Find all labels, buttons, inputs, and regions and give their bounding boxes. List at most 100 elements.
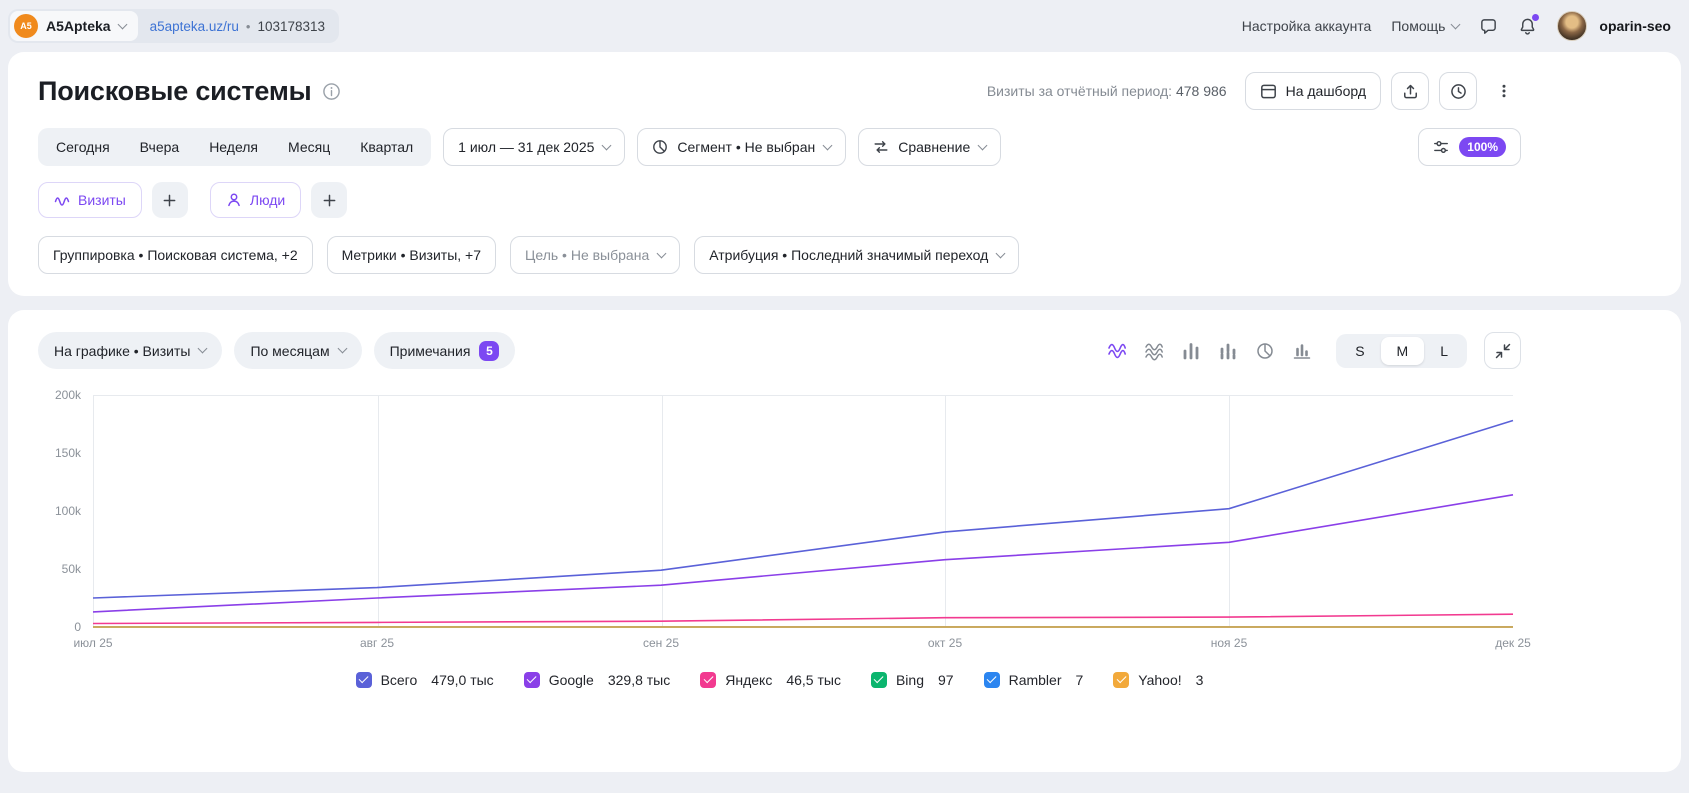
legend-label: Bing [896, 672, 924, 688]
site-url-link[interactable]: a5apteka.uz/ru [150, 19, 239, 34]
metric-tag-label: Люди [250, 192, 285, 208]
metric-tag-label: Визиты [78, 192, 126, 208]
metric-tag-people[interactable]: Люди [210, 182, 301, 218]
visits-period-value: 478 986 [1176, 83, 1227, 99]
visits-period-text: Визиты за отчётный период: 478 986 [987, 83, 1227, 99]
granularity-dropdown[interactable]: По месяцам [234, 332, 361, 369]
page-title: Поисковые системы [38, 76, 311, 107]
more-menu-button[interactable] [1487, 72, 1521, 110]
legend-value: 329,8 тыс [608, 672, 670, 688]
legend-checkbox[interactable] [984, 672, 1000, 688]
chart-line-Всего [93, 421, 1513, 599]
counter-name: A5Apteka [46, 18, 111, 34]
account-settings-link[interactable]: Настройка аккаунта [1242, 18, 1372, 34]
comparison-button[interactable]: Сравнение [858, 128, 1001, 166]
legend-item-total[interactable]: Всего 479,0 тыс [356, 672, 494, 688]
separator-dot: • [246, 19, 251, 34]
notifications-bell-icon[interactable] [1518, 17, 1537, 36]
plus-icon [162, 193, 177, 208]
size-option-s[interactable]: S [1339, 337, 1380, 365]
on-chart-label: На графике • Визиты [54, 343, 190, 359]
legend-checkbox[interactable] [1113, 672, 1129, 688]
chart-type-toolbar: S M L [1102, 332, 1521, 369]
chart-lines-svg [93, 395, 1513, 627]
legend-value: 7 [1075, 672, 1083, 688]
tab-today[interactable]: Сегодня [41, 128, 125, 166]
add-people-metric-button[interactable] [311, 182, 347, 218]
legend-checkbox[interactable] [700, 672, 716, 688]
segment-button[interactable]: Сегмент • Не выбран [637, 128, 846, 166]
legend-value: 97 [938, 672, 954, 688]
legend-value: 3 [1196, 672, 1204, 688]
legend-checkbox[interactable] [356, 672, 372, 688]
segment-icon [652, 139, 668, 155]
line-chart-icon[interactable] [1102, 335, 1132, 367]
chart-line-Яндекс [93, 614, 1513, 623]
chevron-down-icon [337, 344, 347, 354]
collapse-chart-button[interactable] [1484, 332, 1521, 369]
y-axis-tick: 50k [62, 563, 81, 575]
y-axis-tick: 100k [55, 505, 81, 517]
size-option-l[interactable]: L [1424, 337, 1464, 365]
tab-yesterday[interactable]: Вчера [125, 128, 195, 166]
legend-value: 46,5 тыс [786, 672, 841, 688]
chevron-down-icon [1451, 19, 1461, 29]
legend-checkbox[interactable] [524, 672, 540, 688]
x-axis-tick: авг 25 [360, 636, 394, 650]
tab-quarter[interactable]: Квартал [345, 128, 428, 166]
legend-item-bing[interactable]: Bing 97 [871, 672, 954, 688]
info-icon[interactable] [322, 82, 341, 101]
legend-item-google[interactable]: Google 329,8 тыс [524, 672, 671, 688]
bar-chart-icon[interactable] [1176, 335, 1206, 367]
chevron-down-icon [602, 140, 612, 150]
tab-month[interactable]: Месяц [273, 128, 345, 166]
x-axis-tick: дек 25 [1495, 636, 1531, 650]
notification-dot [1532, 14, 1539, 21]
chart-size-switcher: S M L [1336, 334, 1467, 368]
x-axis-tick: ноя 25 [1211, 636, 1247, 650]
histogram-chart-icon[interactable] [1287, 335, 1317, 367]
metrics-dropdown[interactable]: Метрики • Визиты, +7 [327, 236, 496, 274]
on-chart-dropdown[interactable]: На графике • Визиты [38, 332, 222, 369]
legend-label: Всего [381, 672, 418, 688]
legend-item-rambler[interactable]: Rambler 7 [984, 672, 1084, 688]
chevron-down-icon [996, 248, 1006, 258]
to-dashboard-label: На дашборд [1286, 83, 1366, 99]
legend-label: Yahoo! [1138, 672, 1181, 688]
chevron-down-icon [978, 140, 988, 150]
counter-switcher[interactable]: A5 A5Apteka a5apteka.uz/ru • 103178313 [8, 9, 339, 43]
chart-plot-area[interactable]: 050k100k150k200kиюл 25авг 25сен 25окт 25… [93, 395, 1513, 627]
comparison-icon [873, 139, 889, 155]
add-visits-metric-button[interactable] [152, 182, 188, 218]
kebab-menu-icon [1496, 83, 1512, 99]
pie-chart-icon[interactable] [1250, 335, 1280, 367]
legend-checkbox[interactable] [871, 672, 887, 688]
sampling-button[interactable]: 100% [1418, 128, 1521, 166]
legend-label: Google [549, 672, 594, 688]
to-dashboard-button[interactable]: На дашборд [1245, 72, 1381, 110]
stacked-column-chart-icon[interactable] [1213, 335, 1243, 367]
tab-week[interactable]: Неделя [194, 128, 273, 166]
date-range-button[interactable]: 1 июл — 31 дек 2025 [443, 128, 625, 166]
chat-icon[interactable] [1479, 17, 1498, 36]
metric-tag-visits[interactable]: Визиты [38, 182, 142, 218]
user-avatar[interactable] [1557, 11, 1587, 41]
goal-dropdown[interactable]: Цель • Не выбрана [510, 236, 680, 274]
legend-item-yandex[interactable]: Яндекс 46,5 тыс [700, 672, 841, 688]
legend-label: Яндекс [725, 672, 772, 688]
grouping-dropdown[interactable]: Группировка • Поисковая система, +2 [38, 236, 313, 274]
x-axis-tick: окт 25 [928, 636, 962, 650]
export-button[interactable] [1391, 72, 1429, 110]
comparison-label: Сравнение [898, 139, 970, 155]
legend-item-yahoo[interactable]: Yahoo! 3 [1113, 672, 1203, 688]
notes-dropdown[interactable]: Примечания 5 [374, 332, 516, 369]
x-axis-tick: июл 25 [73, 636, 112, 650]
attribution-dropdown[interactable]: Атрибуция • Последний значимый переход [694, 236, 1019, 274]
size-option-m[interactable]: M [1381, 337, 1425, 365]
stacked-area-chart-icon[interactable] [1139, 335, 1169, 367]
chart-legend: Всего 479,0 тыс Google 329,8 тыс Яндекс … [38, 672, 1521, 688]
history-button[interactable] [1439, 72, 1477, 110]
visits-wave-icon [54, 192, 70, 208]
help-menu[interactable]: Помощь [1391, 18, 1459, 34]
counter-dropdown[interactable]: A5 A5Apteka [10, 11, 138, 41]
